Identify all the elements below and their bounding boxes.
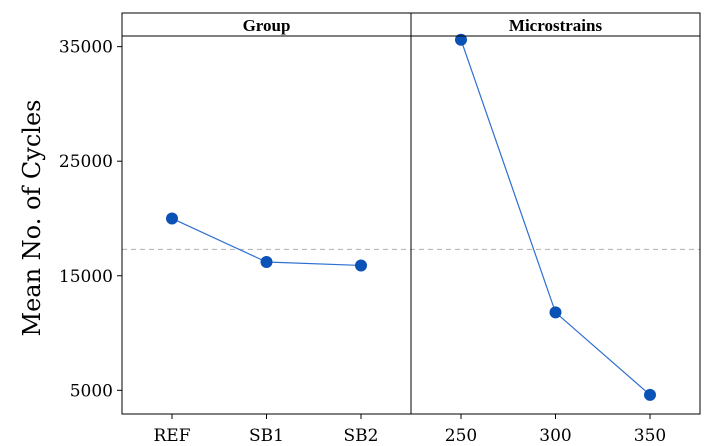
panel-title: Group [243,16,291,35]
x-tick-label: SB2 [344,426,379,446]
data-point [260,256,273,269]
axis-layer: 5000 15000 25000 35000 Group REF SB1 SB2 Microst… [59,12,701,446]
data-point [355,259,367,272]
x-tick-label: REF [153,426,190,446]
y-tick-label: 35000 [59,38,113,58]
data-point [549,306,562,319]
x-tick-label: SB1 [249,426,284,446]
data-point [644,388,656,401]
y-axis-label: Mean No. of Cycles [18,100,46,337]
y-tick-label: 5000 [70,381,113,401]
panel-title: Microstrains [509,16,603,35]
x-tick-label: 250 [445,426,477,446]
series-line [460,39,651,396]
y-tick-label: 25000 [59,152,113,172]
data-point [455,33,467,46]
panels-layer [166,33,656,401]
x-tick-label: 350 [634,426,666,446]
x-tick-label: 300 [539,426,571,446]
y-tick-label: 15000 [59,267,113,287]
data-point [166,212,178,225]
